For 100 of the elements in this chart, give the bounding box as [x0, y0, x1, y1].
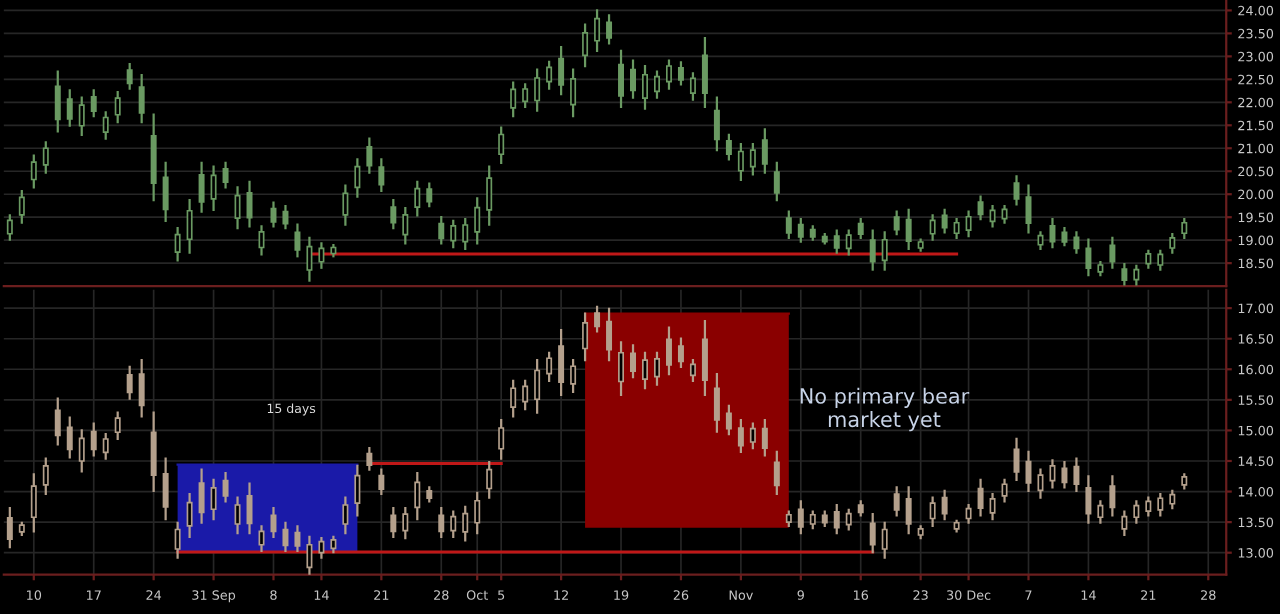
candlestick: [642, 64, 648, 110]
candlestick: [665, 59, 672, 90]
candlestick: [450, 510, 457, 538]
candlestick: [1037, 468, 1044, 499]
candlestick: [114, 91, 121, 124]
candlestick: [354, 464, 361, 517]
candlestick: [1121, 262, 1128, 286]
candlestick: [653, 70, 660, 99]
candlestick: [42, 141, 49, 174]
candlestick: [246, 482, 253, 535]
candlestick: [246, 180, 253, 228]
candlestick: [1085, 475, 1092, 524]
candlestick: [462, 217, 469, 251]
candlestick: [426, 182, 433, 208]
candlestick: [378, 468, 385, 496]
candlestick: [198, 468, 205, 524]
candlestick: [546, 60, 553, 90]
candlestick: [1085, 238, 1092, 277]
candlestick: [210, 165, 217, 211]
candlestick: [1013, 175, 1020, 206]
candlestick: [941, 208, 948, 234]
candlestick: [689, 359, 696, 383]
candlestick: [390, 506, 397, 538]
candlestick: [150, 411, 157, 493]
candlestick: [30, 154, 37, 189]
candlestick: [857, 217, 864, 239]
candlestick: [546, 351, 553, 383]
candlestick: [90, 422, 97, 457]
candlestick: [773, 450, 780, 496]
candlestick: [618, 341, 625, 397]
candlestick: [713, 373, 720, 433]
candlestick: [1109, 236, 1116, 269]
candlestick: [522, 83, 529, 109]
candlestick: [162, 161, 169, 222]
candlestick: [186, 199, 193, 254]
candlestick: [941, 489, 948, 521]
candlestick: [1001, 478, 1008, 503]
candlestick: [953, 217, 960, 239]
candlestick: [893, 486, 900, 517]
candlestick: [282, 205, 289, 230]
candlestick: [1157, 249, 1164, 271]
candlestick: [474, 491, 481, 535]
candlestick: [198, 161, 205, 213]
candlestick: [150, 113, 157, 202]
candlestick: [989, 492, 996, 521]
candlestick: [642, 351, 648, 390]
candlestick: [114, 411, 121, 441]
candlestick: [498, 418, 505, 460]
candlestick: [689, 72, 696, 101]
candlestick: [234, 496, 241, 535]
candlestick: [486, 165, 493, 226]
candlestick: [486, 461, 493, 499]
candlestick: [282, 521, 289, 552]
candlestick: [138, 359, 145, 418]
candlestick: [318, 536, 325, 559]
candlestick: [42, 457, 49, 496]
candlestick: [534, 68, 541, 112]
candlestick: [270, 506, 277, 538]
candlestick: [1049, 459, 1056, 489]
candlestick: [342, 184, 349, 226]
candlestick: [725, 404, 732, 436]
candlestick: [677, 61, 684, 86]
candlestick: [1097, 500, 1104, 524]
candlestick: [977, 195, 984, 221]
candlestick: [749, 143, 756, 176]
candlestick: [833, 229, 840, 254]
candlestick: [1121, 510, 1128, 537]
candlestick: [905, 486, 912, 535]
candlestick: [510, 81, 517, 118]
candlestick: [138, 74, 145, 124]
candlestick: [414, 472, 421, 521]
candlestick: [126, 63, 133, 90]
candlestick: [342, 496, 349, 535]
candlestick: [582, 23, 589, 68]
candlestick: [162, 457, 169, 521]
candlestick: [318, 242, 325, 269]
candlestick: [570, 68, 577, 118]
candlestick: [570, 359, 577, 394]
candlestick: [1109, 475, 1116, 517]
candlestick: [749, 422, 756, 450]
candlestick: [630, 344, 637, 379]
candlestick: [845, 508, 852, 531]
candlestick: [6, 214, 13, 241]
candlestick: [594, 9, 601, 52]
candlestick: [54, 70, 61, 133]
candlestick: [618, 49, 625, 109]
candlestick: [366, 137, 373, 174]
candlestick: [1061, 461, 1068, 489]
candlestick: [414, 180, 421, 217]
candlestick: [869, 513, 876, 554]
candlestick: [630, 59, 637, 99]
candlestick: [1133, 264, 1140, 286]
candlestick: [30, 473, 37, 533]
candlestick: [450, 219, 457, 249]
candlestick: [378, 158, 385, 193]
candlestick: [210, 478, 217, 521]
candlestick: [1181, 217, 1188, 239]
candlestick: [222, 472, 229, 503]
candlestick: [1157, 492, 1164, 517]
candlestick: [6, 506, 13, 549]
